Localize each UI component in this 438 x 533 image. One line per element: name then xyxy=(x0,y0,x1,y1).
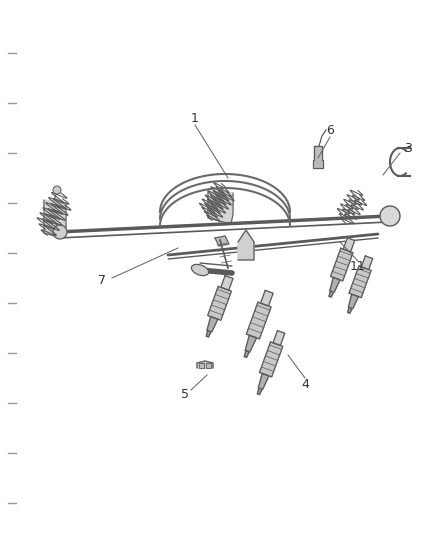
Text: 7: 7 xyxy=(98,273,106,287)
Text: 11: 11 xyxy=(350,261,366,273)
Polygon shape xyxy=(349,266,371,297)
Text: 3: 3 xyxy=(404,141,412,155)
Polygon shape xyxy=(208,191,233,224)
Polygon shape xyxy=(343,238,355,252)
Bar xyxy=(206,363,211,368)
Bar xyxy=(199,363,204,368)
Polygon shape xyxy=(246,302,271,339)
Polygon shape xyxy=(259,342,283,377)
Text: 1: 1 xyxy=(191,111,199,125)
Polygon shape xyxy=(348,308,352,313)
Polygon shape xyxy=(44,200,66,238)
Polygon shape xyxy=(244,351,249,358)
Polygon shape xyxy=(331,248,353,281)
Polygon shape xyxy=(207,317,218,332)
Text: 4: 4 xyxy=(301,378,309,392)
Polygon shape xyxy=(361,256,373,270)
Circle shape xyxy=(380,206,400,226)
Polygon shape xyxy=(206,330,211,337)
Polygon shape xyxy=(238,230,254,260)
Polygon shape xyxy=(215,236,229,246)
Polygon shape xyxy=(313,160,323,168)
Polygon shape xyxy=(221,276,233,290)
Circle shape xyxy=(53,225,67,239)
Polygon shape xyxy=(273,330,285,345)
Text: 6: 6 xyxy=(326,124,334,136)
Polygon shape xyxy=(348,294,358,309)
Polygon shape xyxy=(314,146,322,160)
Polygon shape xyxy=(208,286,231,320)
Polygon shape xyxy=(261,290,273,306)
Polygon shape xyxy=(330,277,340,293)
Polygon shape xyxy=(197,361,213,368)
Polygon shape xyxy=(258,388,262,394)
Ellipse shape xyxy=(191,264,208,276)
Polygon shape xyxy=(258,374,269,390)
Text: 5: 5 xyxy=(181,389,189,401)
Circle shape xyxy=(53,186,61,194)
Polygon shape xyxy=(245,335,257,352)
Polygon shape xyxy=(329,291,333,297)
